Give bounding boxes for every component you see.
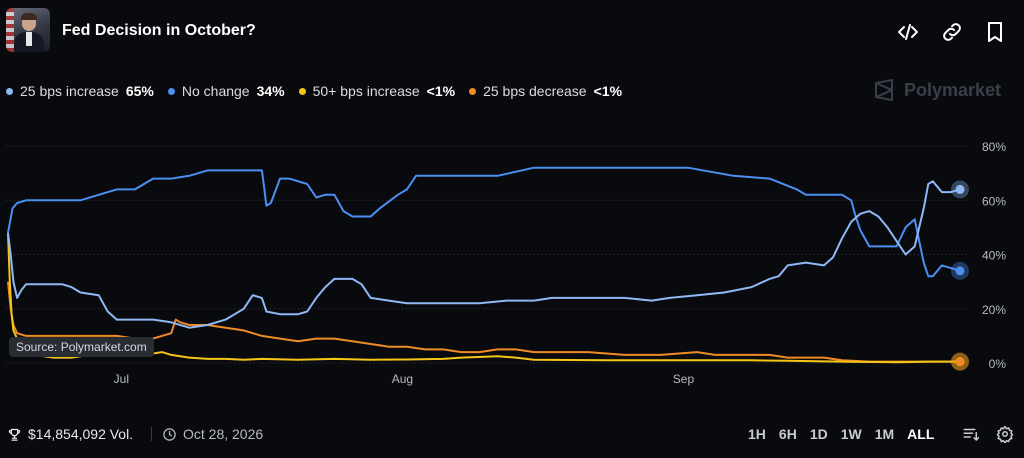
x-tick-label: Sep bbox=[673, 372, 695, 386]
legend-dot bbox=[298, 87, 306, 95]
copy-link-button[interactable] bbox=[940, 20, 964, 44]
legend-name: 25 bps increase bbox=[20, 83, 119, 99]
legend-item-no-change[interactable]: No change 34% bbox=[167, 83, 285, 99]
legend-value: <1% bbox=[593, 83, 623, 99]
range-1d-button[interactable]: 1D bbox=[809, 426, 828, 442]
legend-value: <1% bbox=[426, 83, 456, 99]
range-6h-button[interactable]: 6H bbox=[778, 426, 797, 442]
range-all-button[interactable]: ALL bbox=[907, 426, 935, 442]
shirt-graphic bbox=[26, 32, 32, 46]
polymarket-watermark: Polymarket bbox=[872, 78, 1001, 102]
legend-name: 50+ bps increase bbox=[312, 83, 420, 99]
legend-dot bbox=[6, 87, 13, 95]
filter-button[interactable] bbox=[962, 425, 980, 443]
y-tick-label: 0% bbox=[989, 357, 1007, 371]
volume-info: $14,854,092 Vol. bbox=[7, 426, 133, 442]
legend-dot bbox=[167, 87, 175, 95]
time-range-selector: 1H 6H 1D 1W 1M ALL bbox=[748, 426, 947, 442]
end-marker-25-bps-decrease bbox=[955, 357, 965, 367]
settings-button[interactable] bbox=[996, 425, 1014, 443]
source-badge: Source: Polymarket.com bbox=[9, 337, 154, 357]
range-1h-button[interactable]: 1H bbox=[748, 426, 766, 442]
legend-value: 65% bbox=[125, 83, 154, 99]
legend-value: 34% bbox=[256, 83, 285, 99]
series-line-no-change bbox=[7, 166, 961, 278]
y-tick-label: 20% bbox=[982, 303, 1006, 317]
range-1m-button[interactable]: 1M bbox=[874, 426, 895, 442]
y-tick-label: 80% bbox=[982, 140, 1006, 154]
header: Fed Decision in October? bbox=[0, 0, 1024, 64]
footer: $14,854,092 Vol. Oct 28, 2026 1H 6H 1D 1… bbox=[0, 418, 1024, 452]
legend-item-25bps-increase[interactable]: 25 bps increase 65% bbox=[6, 83, 154, 99]
series-line-25-bps-decrease bbox=[7, 281, 960, 363]
end-marker-25-bps-increase bbox=[955, 184, 965, 194]
bookmark-icon bbox=[988, 22, 1002, 42]
chart-legend: 25 bps increase 65% No change 34% 50+ bp… bbox=[6, 81, 636, 101]
legend-item-25bps-decrease[interactable]: 25 bps decrease <1% bbox=[469, 83, 622, 99]
y-tick-label: 40% bbox=[982, 249, 1006, 263]
trophy-icon bbox=[8, 428, 21, 441]
legend-name: No change bbox=[181, 83, 250, 99]
end-date-text: Oct 28, 2026 bbox=[183, 426, 264, 442]
gear-icon bbox=[996, 425, 1014, 443]
flag-graphic bbox=[6, 8, 14, 52]
filter-icon bbox=[963, 428, 980, 442]
series-line-25-bps-increase bbox=[7, 180, 961, 329]
watermark-text: Polymarket bbox=[904, 79, 1002, 100]
bookmark-button[interactable] bbox=[983, 20, 1007, 44]
x-tick-label: Aug bbox=[392, 372, 413, 386]
clock-icon bbox=[163, 427, 176, 441]
legend-item-50bps-increase[interactable]: 50+ bps increase <1% bbox=[298, 83, 456, 99]
legend-name: 25 bps decrease bbox=[483, 83, 587, 99]
market-title: Fed Decision in October? bbox=[62, 22, 256, 39]
legend-dot bbox=[469, 87, 477, 95]
range-1w-button[interactable]: 1W bbox=[840, 426, 862, 442]
hair-graphic bbox=[21, 13, 37, 20]
market-avatar bbox=[6, 8, 50, 52]
code-icon bbox=[898, 24, 918, 40]
embed-code-button[interactable] bbox=[896, 20, 920, 44]
y-tick-label: 60% bbox=[982, 194, 1006, 208]
end-marker-no-change bbox=[955, 266, 965, 276]
footer-divider bbox=[151, 427, 152, 441]
link-icon bbox=[943, 23, 961, 41]
polymarket-logo-icon bbox=[875, 79, 893, 101]
end-date-info: Oct 28, 2026 bbox=[162, 426, 263, 442]
x-tick-label: Jul bbox=[114, 372, 129, 386]
volume-text: $14,854,092 Vol. bbox=[28, 426, 134, 442]
